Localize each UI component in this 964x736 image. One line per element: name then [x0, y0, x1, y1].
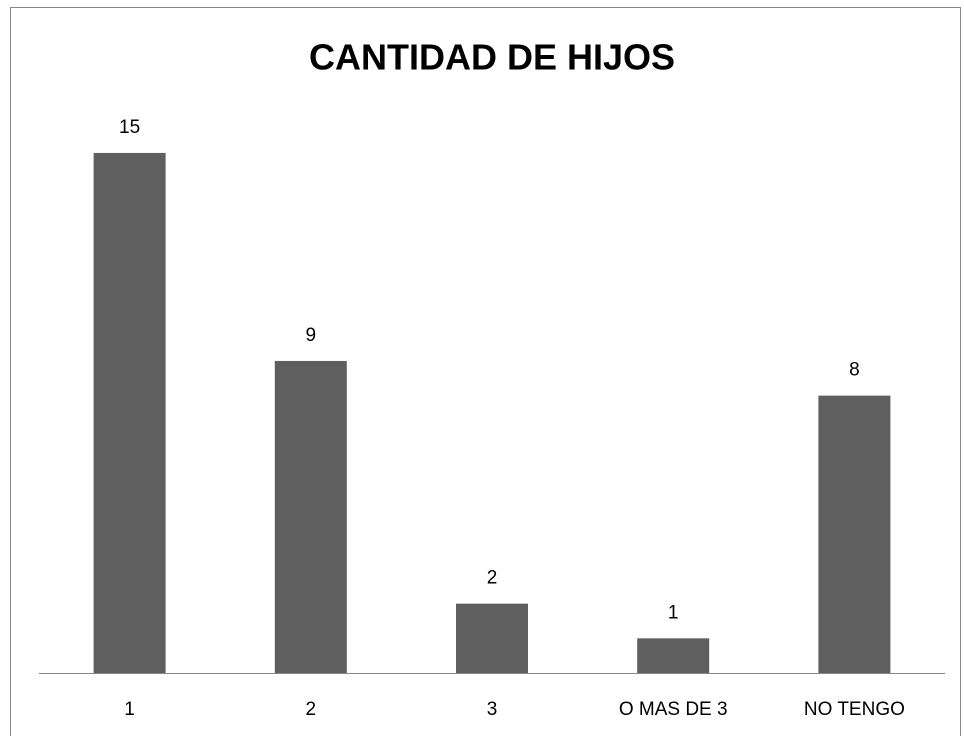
- data-label: 9: [306, 325, 317, 346]
- x-tick-label: 2: [306, 699, 317, 720]
- data-label: 15: [119, 117, 140, 138]
- bar: [274, 360, 347, 673]
- bar: [456, 603, 528, 673]
- data-label: 2: [487, 568, 498, 589]
- x-tick-label: 3: [487, 699, 498, 720]
- x-tick-label: NO TENGO: [804, 699, 905, 720]
- data-label: 8: [849, 360, 860, 381]
- chart-title: CANTIDAD DE HIJOS: [309, 37, 675, 78]
- data-label: 1: [668, 602, 679, 623]
- bar: [818, 395, 891, 673]
- x-tick-label: 1: [124, 699, 135, 720]
- x-tick-label: O MAS DE 3: [619, 699, 728, 720]
- bar: [93, 152, 166, 673]
- bar: [637, 638, 710, 673]
